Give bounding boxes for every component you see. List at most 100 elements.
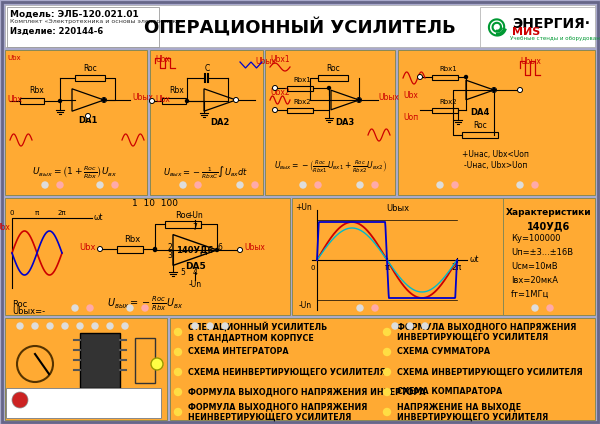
Text: 2: 2 [167, 243, 172, 251]
Text: Ubых: Ubых [520, 57, 541, 66]
Bar [170, 318, 595, 420]
Circle shape [112, 182, 118, 188]
Circle shape [357, 305, 363, 311]
Circle shape [372, 182, 378, 188]
Bar [462, 132, 498, 138]
Text: Ubx: Ubx [403, 90, 418, 100]
Text: Rbx2: Rbx2 [439, 99, 457, 105]
Text: 140УД6: 140УД6 [527, 221, 571, 231]
Text: $U_{вых}=-\left(\frac{Roc}{Rbx1}U_{вх1}+\frac{Roc}{Rbx2}U_{вх2}\right)$: $U_{вых}=-\left(\frac{Roc}{Rbx1}U_{вх1}+… [274, 159, 386, 175]
Text: Ку=100000: Ку=100000 [511, 234, 560, 243]
Bar [292, 198, 504, 315]
Text: 6: 6 [217, 243, 222, 253]
Circle shape [300, 182, 306, 188]
Circle shape [92, 323, 98, 329]
Text: ωt: ωt [94, 214, 104, 223]
Text: Изделие: 220144-6: Изделие: 220144-6 [10, 27, 103, 36]
Circle shape [175, 368, 182, 376]
Text: 7: 7 [193, 223, 197, 232]
Circle shape [233, 98, 239, 103]
Circle shape [407, 323, 413, 329]
Text: Iвх=20мкА: Iвх=20мкА [511, 276, 558, 285]
Text: ФОРМУЛА ВЫХОДНОГО НАПРЯЖЕНИЯ ИНВЕРТОРА: ФОРМУЛА ВЫХОДНОГО НАПРЯЖЕНИЯ ИНВЕРТОРА [188, 388, 425, 396]
Circle shape [175, 408, 182, 416]
Text: Ubx: Ubx [7, 95, 22, 104]
Circle shape [328, 86, 331, 89]
Bar [480, 7, 595, 47]
Circle shape [97, 182, 103, 188]
Text: Rbx: Rbx [29, 86, 44, 95]
Circle shape [12, 392, 28, 408]
Text: Ubых=-: Ubых=- [12, 307, 45, 316]
Circle shape [237, 182, 243, 188]
Bar [5, 318, 167, 420]
Text: Ubx: Ubx [155, 95, 170, 104]
Circle shape [175, 329, 182, 335]
Text: fт=1МГц: fт=1МГц [511, 290, 550, 299]
Text: C: C [205, 64, 209, 73]
Text: 1  10  100: 1 10 100 [132, 199, 178, 208]
Text: 4: 4 [193, 268, 197, 277]
Text: DA5: DA5 [185, 262, 205, 271]
Circle shape [392, 323, 398, 329]
Text: $U_{вых}=-\frac{1}{RbxC}\int U_{вх}dt$: $U_{вых}=-\frac{1}{RbxC}\int U_{вх}dt$ [163, 165, 248, 181]
Text: 0: 0 [10, 210, 14, 216]
Text: Ubx2: Ubx2 [270, 88, 290, 97]
Circle shape [383, 349, 391, 355]
Text: -Un: -Un [299, 301, 312, 310]
Text: DA3: DA3 [335, 118, 355, 127]
Text: ФОРМУЛА ВЫХОДНОГО НАПРЯЖЕНИЯ
ИНВЕРТИРУЮЩЕГО УСИЛИТЕЛЯ: ФОРМУЛА ВЫХОДНОГО НАПРЯЖЕНИЯ ИНВЕРТИРУЮЩ… [397, 322, 577, 342]
Text: Uсм=10мВ: Uсм=10мВ [511, 262, 557, 271]
Text: Комплект «Электротехника и основы электроники»: Комплект «Электротехника и основы электр… [10, 19, 184, 24]
Circle shape [47, 323, 53, 329]
Text: Ubых: Ubых [244, 243, 265, 253]
Text: СХЕМА ИНВЕРТИРУЮЩЕГО УСИЛИТЕЛЯ: СХЕМА ИНВЕРТИРУЮЩЕГО УСИЛИТЕЛЯ [397, 368, 583, 377]
Circle shape [452, 182, 458, 188]
Bar [162, 98, 186, 104]
Circle shape [372, 305, 378, 311]
Text: Учебные стенды и оборудование: Учебные стенды и оборудование [510, 36, 600, 41]
Bar [318, 75, 348, 81]
Text: Rbx2: Rbx2 [293, 99, 311, 105]
Text: ОПЕРАЦИОННЫЙ УСИЛИТЕЛЬ
В СТАНДАРТНОМ КОРПУСЕ: ОПЕРАЦИОННЫЙ УСИЛИТЕЛЬ В СТАНДАРТНОМ КОР… [188, 322, 327, 342]
Text: 140УД6: 140УД6 [176, 245, 214, 254]
Text: 5: 5 [181, 268, 185, 277]
Circle shape [383, 329, 391, 335]
Bar [135, 338, 155, 383]
Text: Ubых: Ubых [378, 94, 399, 103]
Text: DA2: DA2 [211, 118, 230, 127]
Text: Roc: Roc [175, 211, 191, 220]
Circle shape [357, 182, 363, 188]
Circle shape [57, 182, 63, 188]
Text: π: π [385, 263, 389, 272]
Circle shape [149, 98, 155, 103]
Circle shape [517, 182, 523, 188]
Text: ОПЕРАЦИОННЫЙ УСИЛИТЕЛЬ: ОПЕРАЦИОННЫЙ УСИЛИТЕЛЬ [144, 17, 456, 36]
Text: 2π: 2π [452, 263, 462, 272]
Text: ● Обучение: ● Обучение [32, 399, 80, 407]
Text: Ubx: Ubx [7, 55, 20, 61]
Bar [287, 86, 313, 90]
Circle shape [215, 248, 218, 251]
Circle shape [72, 305, 78, 311]
Circle shape [383, 388, 391, 396]
Text: СХЕМА СУММАТОРА: СХЕМА СУММАТОРА [397, 348, 490, 357]
Circle shape [32, 323, 38, 329]
Bar [5, 5, 595, 47]
Text: Roc: Roc [473, 121, 487, 130]
Bar [287, 108, 313, 112]
Text: Uп=±3...±16В: Uп=±3...±16В [511, 248, 573, 257]
Circle shape [272, 108, 277, 112]
Text: +Un: +Un [295, 204, 312, 212]
Circle shape [142, 305, 148, 311]
Circle shape [101, 98, 107, 103]
Bar [503, 198, 595, 315]
Text: $U_{вых}=-\frac{Roc}{Rbx}U_{вх}$: $U_{вых}=-\frac{Roc}{Rbx}U_{вх}$ [107, 295, 183, 313]
Text: www.vrulab.ru: www.vrulab.ru [45, 405, 115, 415]
Circle shape [185, 100, 188, 103]
Circle shape [532, 182, 538, 188]
Bar [265, 50, 395, 195]
Text: ● Неверно: ● Неверно [100, 391, 143, 399]
Circle shape [238, 248, 242, 253]
Circle shape [192, 323, 198, 329]
